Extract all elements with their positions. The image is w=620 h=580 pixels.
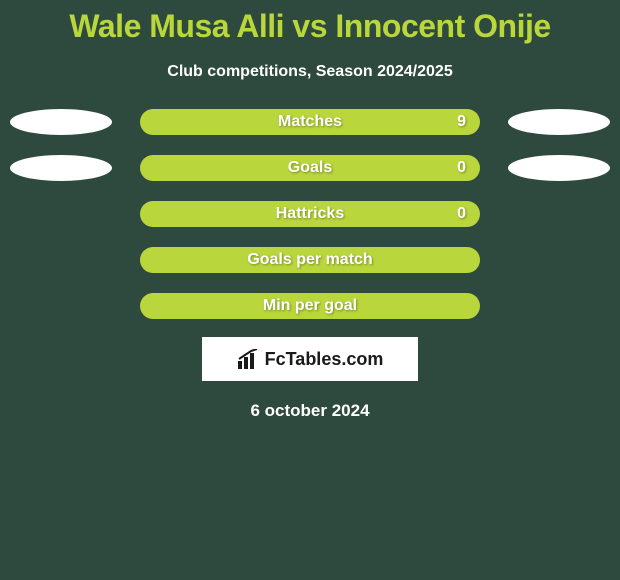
stat-bar: Goals 0 <box>140 155 480 181</box>
ellipse-left <box>10 155 112 181</box>
stat-bar: Min per goal <box>140 293 480 319</box>
stat-label: Goals per match <box>247 251 372 269</box>
stat-label: Goals <box>288 159 332 177</box>
chart-icon <box>237 349 259 369</box>
ellipse-right <box>508 155 610 181</box>
stat-row: Goals 0 <box>0 155 620 181</box>
ellipse-left <box>10 109 112 135</box>
subtitle: Club competitions, Season 2024/2025 <box>0 63 620 81</box>
stat-label: Hattricks <box>276 205 344 223</box>
stat-value-right: 0 <box>457 205 466 223</box>
logo-text: FcTables.com <box>265 349 384 370</box>
stat-row: Matches 9 <box>0 109 620 135</box>
stat-label: Matches <box>278 113 342 131</box>
stat-value-right: 0 <box>457 159 466 177</box>
date-label: 6 october 2024 <box>0 401 620 421</box>
stat-label: Min per goal <box>263 297 357 315</box>
fctables-logo: FcTables.com <box>202 337 418 381</box>
stat-bar: Goals per match <box>140 247 480 273</box>
stat-bar: Matches 9 <box>140 109 480 135</box>
stat-row: Min per goal <box>0 293 620 319</box>
ellipse-right <box>508 109 610 135</box>
page-title: Wale Musa Alli vs Innocent Onije <box>0 0 620 45</box>
stat-row: Goals per match <box>0 247 620 273</box>
stat-bar: Hattricks 0 <box>140 201 480 227</box>
stat-value-right: 9 <box>457 113 466 131</box>
stat-rows: Matches 9 Goals 0 Hattricks 0 Goals per match M… <box>0 109 620 319</box>
stat-row: Hattricks 0 <box>0 201 620 227</box>
